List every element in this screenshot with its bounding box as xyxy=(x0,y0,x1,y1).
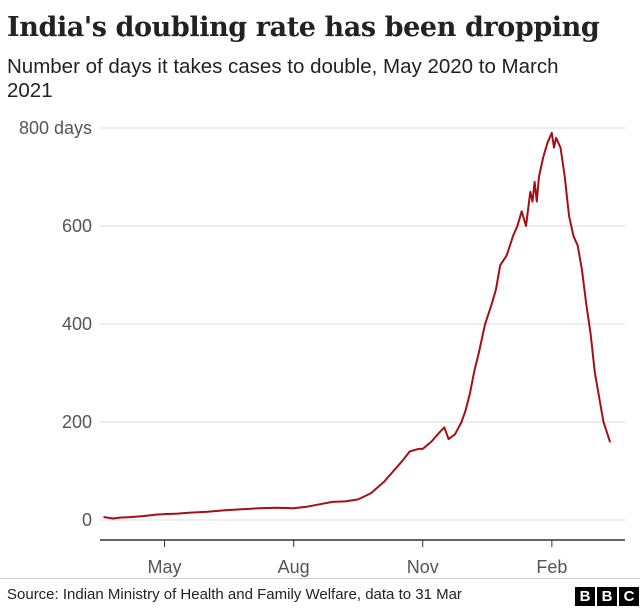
footer-divider xyxy=(0,578,640,579)
chart-title: India's doubling rate has been dropping xyxy=(7,12,600,43)
logo-letter: B xyxy=(575,587,595,606)
x-tick-label: Nov xyxy=(407,557,439,577)
footer: Source: Indian Ministry of Health and Fa… xyxy=(0,578,640,609)
series-line xyxy=(103,131,611,520)
source-note: Source: Indian Ministry of Health and Fa… xyxy=(7,586,462,603)
y-tick-label: 200 xyxy=(62,412,92,432)
x-axis: May Aug Nov Feb xyxy=(100,539,625,577)
y-tick-label: 400 xyxy=(62,314,92,334)
y-tick-label: 800 days xyxy=(19,118,92,138)
series-layer xyxy=(103,131,611,520)
y-tick-label: 600 xyxy=(62,216,92,236)
line-chart: 0 200 400 600 800 days May Aug Nov Feb xyxy=(19,118,625,577)
bbc-logo: B B C xyxy=(575,587,639,606)
chart-subtitle: Number of days it takes cases to double,… xyxy=(7,55,559,102)
logo-letter: B xyxy=(597,587,617,606)
gridlines xyxy=(100,127,625,521)
x-tick-label: Feb xyxy=(536,557,567,577)
y-axis-labels: 0 200 400 600 800 days xyxy=(19,118,92,530)
logo-letter: C xyxy=(619,587,639,606)
x-tick-label: Aug xyxy=(278,557,310,577)
y-tick-label: 0 xyxy=(82,510,92,530)
x-tick-label: May xyxy=(148,557,182,577)
